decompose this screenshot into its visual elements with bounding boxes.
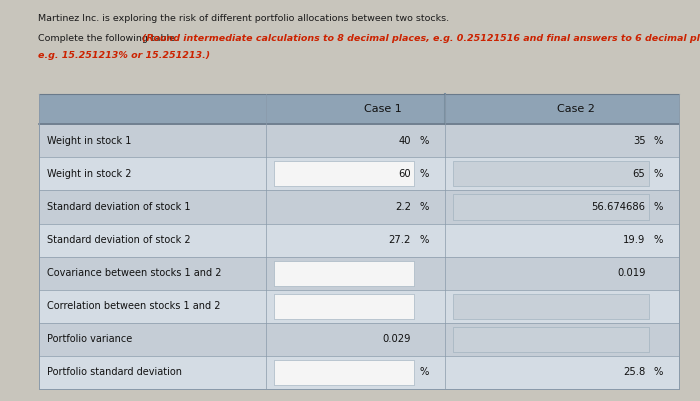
Text: Standard deviation of stock 2: Standard deviation of stock 2 <box>47 235 190 245</box>
Text: 0.019: 0.019 <box>617 268 645 278</box>
Text: 0.029: 0.029 <box>382 334 411 344</box>
Bar <box>38 257 679 290</box>
Text: %: % <box>654 136 663 146</box>
Bar <box>38 223 679 257</box>
Bar <box>274 360 414 385</box>
Text: Martinez Inc. is exploring the risk of different portfolio allocations between t: Martinez Inc. is exploring the risk of d… <box>38 14 449 23</box>
Bar <box>38 124 679 157</box>
Bar <box>453 161 649 186</box>
Bar <box>38 94 679 124</box>
Text: 2.2: 2.2 <box>395 202 411 212</box>
Bar <box>38 190 679 224</box>
Text: %: % <box>419 235 428 245</box>
Text: %: % <box>654 169 663 179</box>
Text: Covariance between stocks 1 and 2: Covariance between stocks 1 and 2 <box>47 268 221 278</box>
Bar <box>453 294 649 319</box>
Text: %: % <box>654 367 663 377</box>
Bar <box>38 157 679 190</box>
Text: %: % <box>419 136 428 146</box>
Bar <box>274 161 414 186</box>
Text: 25.8: 25.8 <box>623 367 645 377</box>
Text: 40: 40 <box>398 136 411 146</box>
Text: 60: 60 <box>398 169 411 179</box>
Bar <box>453 327 649 352</box>
Bar <box>274 261 414 286</box>
Text: %: % <box>419 169 428 179</box>
Text: (Round intermediate calculations to 8 decimal places, e.g. 0.25121516 and final : (Round intermediate calculations to 8 de… <box>142 34 700 43</box>
Text: %: % <box>654 202 663 212</box>
Text: Case 1: Case 1 <box>365 104 402 114</box>
Bar <box>274 294 414 319</box>
Text: 35: 35 <box>633 136 645 146</box>
Bar <box>38 290 679 323</box>
Text: Correlation between stocks 1 and 2: Correlation between stocks 1 and 2 <box>47 301 220 311</box>
Bar <box>38 323 679 356</box>
Text: %: % <box>419 202 428 212</box>
Text: e.g. 15.251213% or 15.251213.): e.g. 15.251213% or 15.251213.) <box>38 51 211 60</box>
Text: Weight in stock 2: Weight in stock 2 <box>47 169 132 179</box>
Text: Complete the following table.: Complete the following table. <box>38 34 181 43</box>
Text: Portfolio variance: Portfolio variance <box>47 334 132 344</box>
Bar <box>38 356 679 389</box>
Text: 56.674686: 56.674686 <box>592 202 645 212</box>
Text: Weight in stock 1: Weight in stock 1 <box>47 136 132 146</box>
Text: Case 2: Case 2 <box>556 104 595 114</box>
Text: 27.2: 27.2 <box>389 235 411 245</box>
Bar <box>453 194 649 220</box>
Text: 19.9: 19.9 <box>623 235 645 245</box>
Text: %: % <box>419 367 428 377</box>
Text: Portfolio standard deviation: Portfolio standard deviation <box>47 367 182 377</box>
Text: 65: 65 <box>633 169 645 179</box>
Text: %: % <box>654 235 663 245</box>
Text: Standard deviation of stock 1: Standard deviation of stock 1 <box>47 202 190 212</box>
